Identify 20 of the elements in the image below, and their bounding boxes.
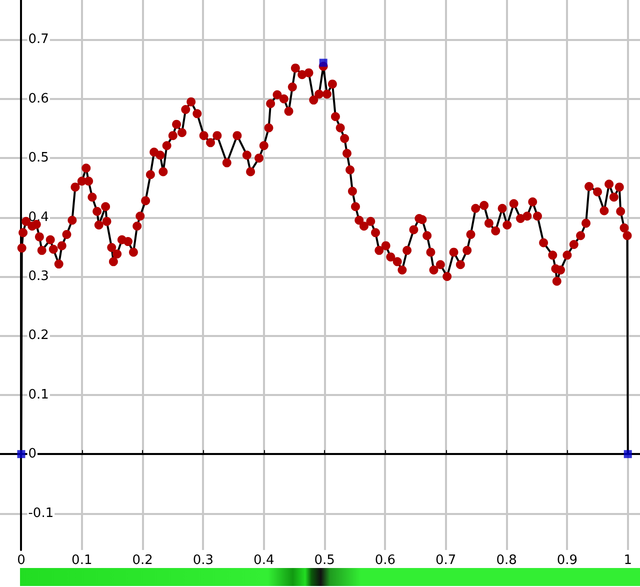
y-tick-label: 0.4 xyxy=(28,210,49,225)
x-tick-label: 0.3 xyxy=(192,553,214,568)
y-tick-label: -0.1 xyxy=(28,506,54,521)
y-tick-label: 0.7 xyxy=(28,32,49,48)
x-tick-label: 1 xyxy=(624,553,632,568)
x-tick-label: 0.2 xyxy=(132,553,153,568)
y-tick-label: 0.3 xyxy=(28,268,49,284)
x-tick-label: 0.7 xyxy=(436,553,456,568)
y-tick-label: 0.6 xyxy=(28,91,49,106)
y-tick-label: 0 xyxy=(28,446,37,462)
x-tick-label: 0.8 xyxy=(496,553,517,568)
x-tick-label: 0.9 xyxy=(556,553,578,568)
x-tick-label: 0.1 xyxy=(72,553,92,568)
y-tick-label: 0.1 xyxy=(28,387,49,402)
x-tick-label: 0.4 xyxy=(254,553,274,568)
x-tick-label: 0.6 xyxy=(374,553,396,568)
x-tick-label: 0.5 xyxy=(314,553,335,568)
y-tick-label: 0.5 xyxy=(28,150,49,166)
x-tick-label: 0 xyxy=(17,553,26,568)
y-tick-label: 0.2 xyxy=(28,328,49,344)
